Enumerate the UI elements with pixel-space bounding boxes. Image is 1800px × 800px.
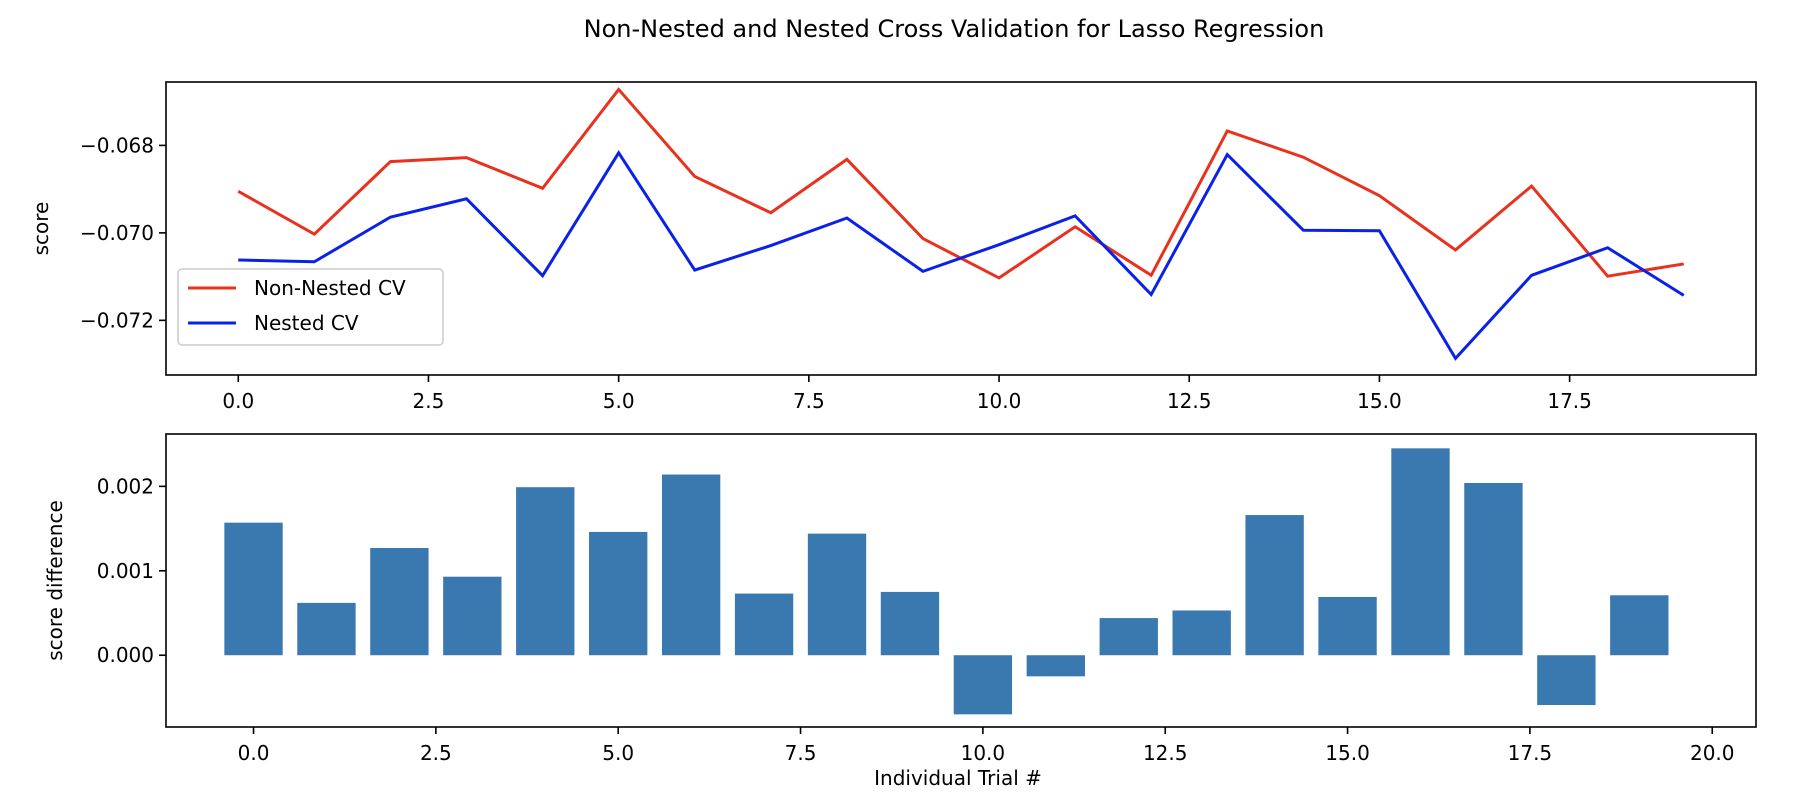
x-tick-label: 17.5	[1508, 741, 1553, 765]
bar	[953, 655, 1013, 715]
x-axis-label: Individual Trial #	[874, 766, 1042, 790]
x-tick-label: 10.0	[961, 741, 1006, 765]
bar	[1391, 448, 1450, 656]
x-tick-label: 2.5	[420, 741, 452, 765]
legend: Non-Nested CV Nested CV	[177, 268, 444, 346]
series-line-nested-cv	[238, 150, 1685, 361]
score-difference-bar-chart: 0.0 2.5 5.0 7.5 10.0 12.5 15.0 17.5 20.0 0.000 0.0…	[43, 433, 1757, 790]
y-tick-label: −0.070	[80, 221, 154, 245]
bar	[516, 487, 575, 656]
x-tick-label: 2.5	[413, 389, 445, 413]
y-tick-label: 0.002	[97, 474, 154, 498]
x-tick-label: 10.0	[977, 389, 1022, 413]
x-tick-label: 15.0	[1325, 741, 1370, 765]
bar	[1172, 610, 1231, 656]
y-tick-label: 0.000	[97, 643, 154, 667]
bar	[661, 474, 721, 656]
plot-frame	[165, 81, 1757, 376]
bar	[1537, 655, 1596, 706]
x-tick-label: 12.5	[1167, 389, 1212, 413]
x-tick-label: 7.5	[793, 389, 825, 413]
x-tick-label: 5.0	[603, 389, 635, 413]
bar	[880, 591, 940, 656]
plot-frame	[165, 433, 1757, 728]
legend-label: Non-Nested CV	[254, 276, 406, 300]
bar	[1464, 482, 1523, 656]
x-tick-label: 15.0	[1357, 389, 1402, 413]
y-axis-label: score difference	[43, 500, 67, 661]
x-tick-label: 17.5	[1547, 389, 1592, 413]
x-tick-label: 7.5	[785, 741, 817, 765]
x-tick-label: 20.0	[1690, 741, 1735, 765]
y-tick-label: 0.001	[97, 559, 154, 583]
y-tick-label: −0.072	[80, 308, 154, 332]
legend-box	[177, 268, 444, 346]
bar	[370, 547, 429, 656]
y-axis-label: score	[29, 202, 53, 256]
x-tick-label: 0.0	[222, 389, 254, 413]
x-tick-label: 0.0	[238, 741, 270, 765]
bar	[1099, 618, 1158, 656]
bar	[297, 602, 356, 656]
x-tick-label: 5.0	[602, 741, 634, 765]
bar	[734, 593, 794, 656]
x-tick-label: 12.5	[1143, 741, 1188, 765]
bar	[443, 576, 502, 656]
chart-title: Non-Nested and Nested Cross Validation f…	[584, 15, 1325, 43]
series-line-non-nested-cv	[237, 87, 1684, 280]
bar	[1610, 595, 1669, 656]
bar	[1318, 596, 1377, 656]
legend-label: Nested CV	[254, 311, 359, 335]
bar	[589, 531, 648, 656]
bar	[807, 533, 867, 656]
y-tick-label: −0.068	[80, 133, 154, 157]
bar	[1026, 655, 1085, 677]
score-line-chart: 0.0 2.5 5.0 7.5 10.0 12.5 15.0 17.5 −0.068 −0.070…	[29, 81, 1757, 413]
bar	[224, 522, 283, 656]
bar	[1245, 515, 1304, 656]
